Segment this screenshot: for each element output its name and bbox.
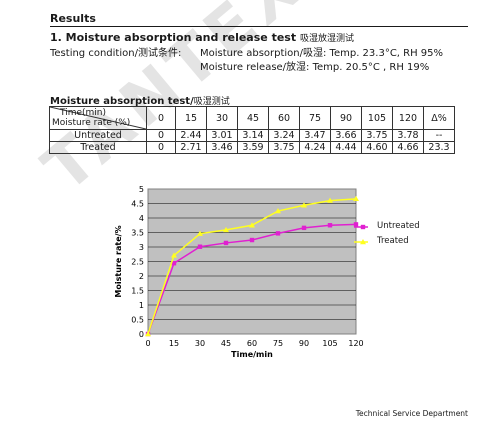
table-row: Treated 0 2.71 3.46 3.59 3.75 4.24 4.44 … (49, 141, 455, 154)
results-heading: Results (50, 12, 96, 25)
x-tick-label: 30 (195, 339, 205, 348)
table-cell: 3.75 (361, 129, 393, 142)
data-point-treated (249, 222, 255, 228)
col-header: 60 (268, 106, 300, 130)
x-tick-label: 105 (322, 339, 337, 348)
col-header: 0 (146, 106, 176, 130)
absorption-table: Time(min) Moisture rate (%) 0 15 30 45 6… (49, 106, 455, 154)
col-header: 105 (361, 106, 393, 130)
y-tick-label: 0 (139, 330, 144, 339)
heading-rule (50, 26, 468, 27)
table-cell: 0 (146, 141, 176, 154)
y-tick-label: 1 (139, 301, 144, 310)
y-tick-label: 4.5 (131, 200, 144, 209)
table-cell: 4.24 (299, 141, 331, 154)
table-cell: 3.14 (237, 129, 269, 142)
section-title-en: 1. Moisture absorption and release test (50, 31, 297, 44)
table-cell: 2.71 (175, 141, 207, 154)
condition-release: Moisture release/放湿: Temp. 20.5°C , RH 1… (200, 62, 430, 73)
table-cell: 3.46 (206, 141, 238, 154)
section-title-cn: 吸湿放湿测试 (299, 34, 354, 44)
table-cell: 2.44 (175, 129, 207, 142)
table-row: Untreated 0 2.44 3.01 3.14 3.24 3.47 3.6… (49, 129, 455, 142)
col-header: 30 (206, 106, 238, 130)
absorption-table-title: Moisture absorption test/吸湿测试 (50, 94, 230, 107)
header-time-label: Time(min) (59, 108, 106, 118)
legend-marker-untreated (360, 224, 366, 230)
table-cell: -- (423, 129, 455, 142)
data-point-treated (275, 208, 281, 214)
table-corner-header: Time(min) Moisture rate (%) (49, 106, 147, 130)
data-point-untreated (171, 261, 177, 266)
table-cell: 3.66 (330, 129, 362, 142)
data-point-untreated (353, 222, 359, 227)
x-tick-label: 90 (299, 339, 309, 348)
data-point-untreated (301, 225, 307, 231)
data-point-untreated (223, 240, 229, 246)
table-cell: 3.78 (392, 129, 424, 142)
moisture-chart-svg: 0 0.5 1 1.5 2 2.5 3 3.5 4 4.5 5 0 15 30 45 60 75 90 105 120… (114, 185, 368, 359)
col-header: 90 (330, 106, 362, 130)
table-cell: 23.3 (423, 141, 455, 154)
table-header-row: Time(min) Moisture rate (%) 0 15 30 45 6… (49, 106, 455, 130)
data-point-treated (327, 197, 333, 203)
y-tick-label: 3 (139, 243, 144, 252)
table-cell: 3.47 (299, 129, 331, 142)
table-cell: 4.66 (392, 141, 424, 154)
col-header: 120 (392, 106, 424, 130)
table-cell: 3.75 (268, 141, 300, 154)
corner-diagonal (50, 107, 146, 129)
header-rate-label: Moisture rate (%) (52, 118, 131, 128)
y-tick-label: 0.5 (131, 316, 144, 325)
table-cell: 4.44 (330, 141, 362, 154)
y-tick-label: 4 (139, 214, 144, 223)
moisture-chart: 0 0.5 1 1.5 2 2.5 3 3.5 4 4.5 5 0 15 30 45 60 75 90 105 120… (108, 181, 420, 359)
col-header: Δ% (423, 106, 455, 130)
table-cell: 3.59 (237, 141, 269, 154)
y-tick-label: 2 (139, 272, 144, 281)
x-axis-title: Time/min (231, 350, 273, 359)
row-label: Treated (49, 141, 147, 154)
row-label: Untreated (49, 129, 147, 142)
absorption-title-cn: 吸湿测试 (193, 97, 230, 107)
data-point-untreated (249, 237, 255, 243)
y-tick-label: 3.5 (131, 229, 144, 238)
footer-department: Technical Service Department (355, 409, 468, 418)
x-tick-label: 60 (247, 339, 257, 348)
data-point-treated (301, 202, 307, 208)
table-cell: 4.60 (361, 141, 393, 154)
col-header: 75 (299, 106, 331, 130)
section-title: 1. Moisture absorption and release test … (50, 31, 354, 44)
legend-label-untreated: Untreated (377, 221, 420, 231)
legend-label-treated: Treated (377, 236, 409, 246)
data-point-treated (223, 226, 229, 233)
x-tick-label: 15 (169, 339, 179, 348)
x-tick-label: 45 (221, 339, 231, 348)
x-tick-label: 0 (145, 339, 150, 348)
x-tick-label: 75 (273, 339, 283, 348)
data-point-untreated (327, 223, 333, 228)
condition-absorption: Moisture absorption/吸湿: Temp. 23.3°C, RH… (200, 48, 444, 59)
x-tick-label: 120 (348, 339, 363, 348)
table-cell: 3.24 (268, 129, 300, 142)
data-point-untreated (197, 244, 203, 249)
absorption-title-en: Moisture absorption test/ (50, 96, 194, 107)
condition-label: Testing condition/测试条件: (50, 48, 182, 59)
data-point-treated (197, 230, 203, 236)
data-point-treated (145, 331, 151, 337)
data-point-treated (353, 195, 359, 202)
y-axis-title: Moisture rate/% (114, 225, 123, 297)
y-tick-label: 1.5 (131, 287, 144, 296)
legend-marker-treated (360, 239, 366, 245)
y-tick-label: 2.5 (131, 258, 144, 267)
col-header: 15 (175, 106, 207, 130)
y-tick-label: 5 (139, 185, 144, 194)
table-cell: 3.01 (206, 129, 238, 142)
data-point-untreated (275, 231, 281, 236)
table-cell: 0 (146, 129, 176, 142)
data-point-treated (171, 252, 177, 258)
col-header: 45 (237, 106, 269, 130)
